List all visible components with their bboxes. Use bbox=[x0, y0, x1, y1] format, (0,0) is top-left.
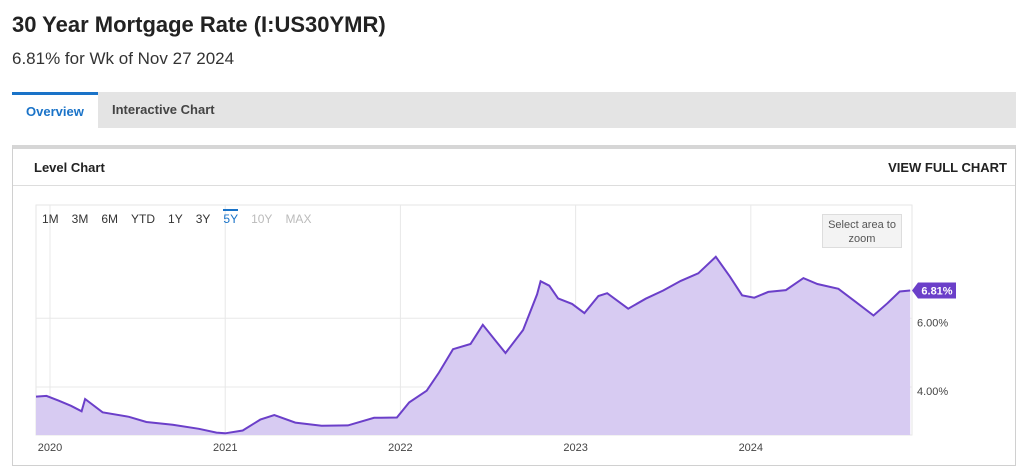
value-badge bbox=[912, 282, 956, 299]
range-button[interactable]: 5Y bbox=[223, 209, 239, 226]
range-button[interactable]: MAX bbox=[285, 212, 312, 226]
x-tick-label: 2020 bbox=[38, 442, 62, 454]
x-tick-label: 2022 bbox=[388, 442, 412, 454]
zoom-hint: Select area to zoom bbox=[822, 214, 902, 248]
range-button[interactable]: 3Y bbox=[195, 212, 211, 226]
value-badge-label: 6.81% bbox=[921, 285, 952, 297]
range-button[interactable]: 1M bbox=[42, 212, 59, 226]
range-button[interactable]: 10Y bbox=[251, 212, 273, 226]
range-button[interactable]: 3M bbox=[71, 212, 89, 226]
page-subtitle: 6.81% for Wk of Nov 27 2024 bbox=[12, 49, 235, 68]
x-tick-label: 2024 bbox=[739, 442, 763, 454]
x-tick-label: 2023 bbox=[563, 442, 587, 454]
tab[interactable]: Interactive Chart bbox=[112, 102, 215, 117]
panel-title: Level Chart bbox=[34, 160, 105, 175]
tab-bar: Overview Interactive Chart bbox=[12, 92, 1016, 128]
range-button[interactable]: 1Y bbox=[168, 212, 183, 226]
tab[interactable]: Overview bbox=[12, 92, 98, 128]
y-tick-label: 6.00% bbox=[917, 317, 948, 329]
y-tick-label: 4.00% bbox=[917, 386, 948, 398]
full-chart-link[interactable]: VIEW FULL CHART bbox=[888, 160, 1007, 175]
line bbox=[35, 255, 911, 435]
page-title: 30 Year Mortgage Rate (I:US30YMR) bbox=[12, 12, 386, 37]
range-button[interactable]: 6M bbox=[101, 212, 119, 226]
area bbox=[36, 256, 911, 435]
range-selector: 1M 3M 6M YTD 1Y 3Y 5Y 10Y MAX bbox=[42, 209, 324, 226]
panel-header: Level Chart VIEW FULL CHART bbox=[13, 149, 1015, 186]
range-button[interactable]: YTD bbox=[131, 212, 156, 226]
x-tick-label: 2021 bbox=[213, 442, 237, 454]
